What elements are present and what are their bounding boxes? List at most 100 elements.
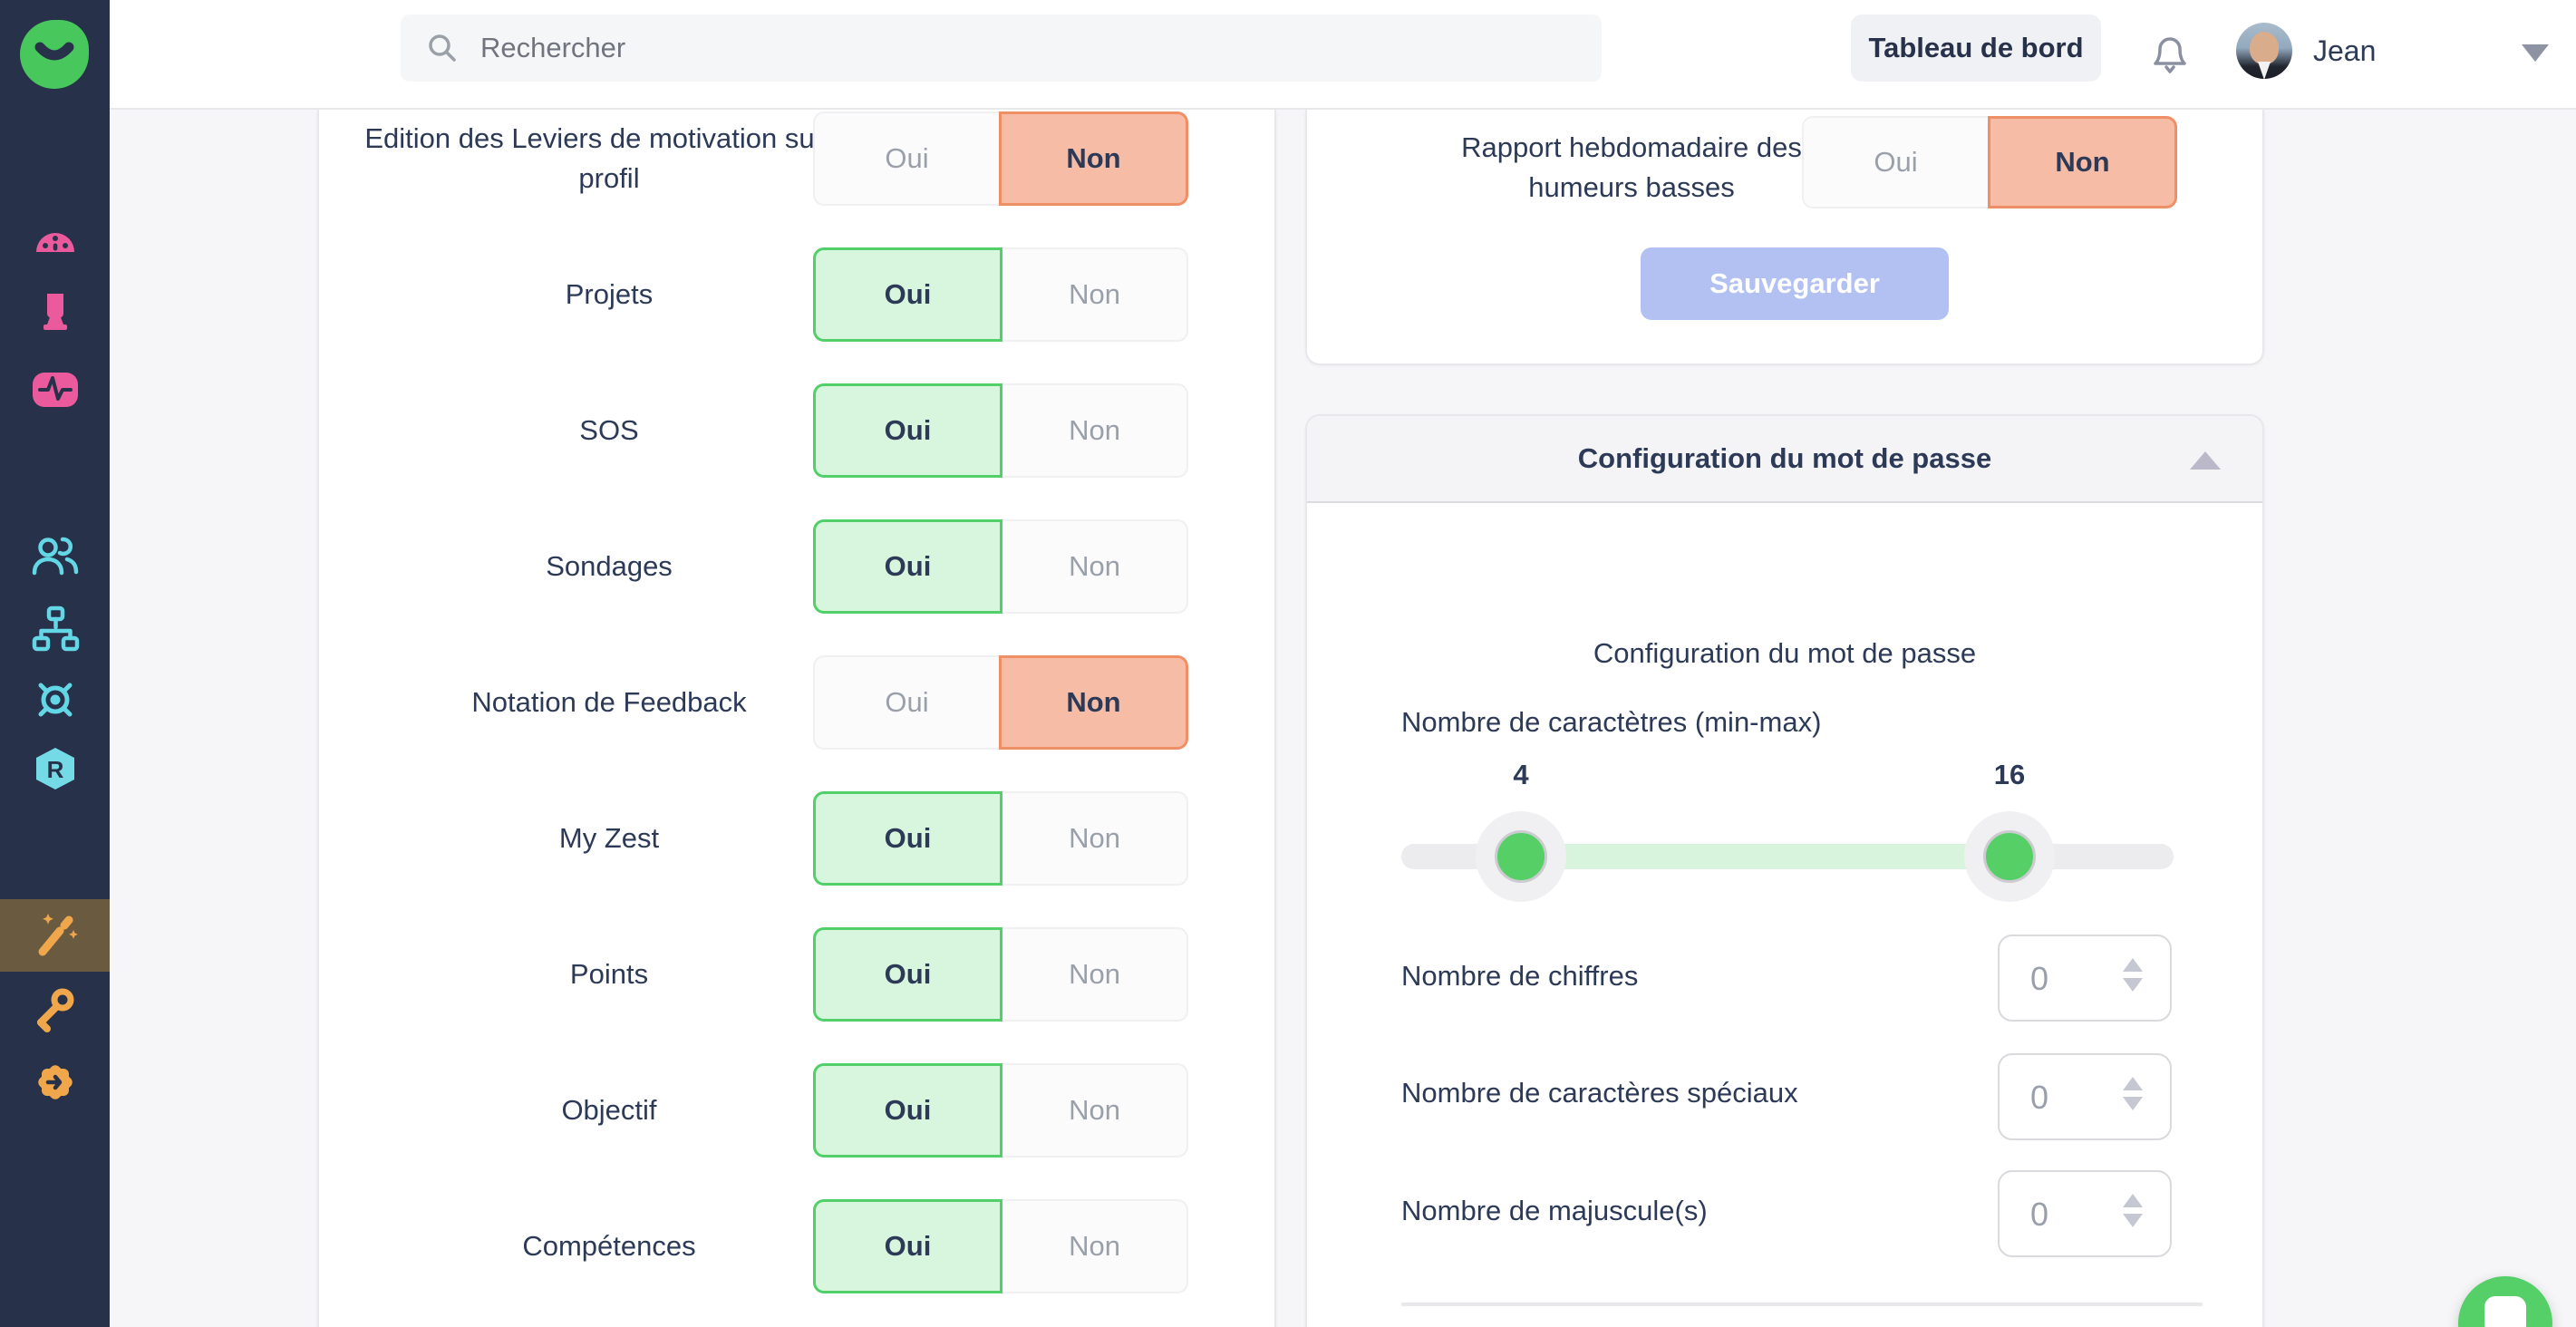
chat-widget-button[interactable]: [2458, 1276, 2552, 1327]
sidebar-item-activity[interactable]: [0, 363, 110, 416]
stepper-up-icon[interactable]: [2123, 1077, 2143, 1090]
toggle-non-button[interactable]: Non: [1002, 519, 1188, 614]
toggle-row-competences: Compétences Oui Non: [319, 1178, 1274, 1314]
stepper-down-icon[interactable]: [2123, 1097, 2143, 1110]
password-config-card: Configuration du mot de passe Configurat…: [1305, 414, 2264, 1327]
zest-logo: [20, 20, 89, 89]
toggle-oui-button[interactable]: Oui: [813, 247, 1002, 342]
toggle-row-projets: Projets Oui Non: [319, 227, 1274, 363]
sidebar-item-settings[interactable]: [0, 1056, 110, 1109]
stepper-up-icon[interactable]: [2123, 958, 2143, 972]
key-icon: [36, 988, 73, 1032]
toggle-row-objectif: Objectif Oui Non: [319, 1042, 1274, 1178]
slider-handle-min[interactable]: [1495, 830, 1547, 883]
oui-non-toggle: Oui Non: [813, 1063, 1188, 1157]
slider-handle-max[interactable]: [1983, 830, 2036, 883]
stepper-up-icon[interactable]: [2123, 1194, 2143, 1207]
avatar[interactable]: [2236, 23, 2292, 79]
special-chars-input[interactable]: 0: [1998, 1053, 2172, 1140]
char-range-label: Nombre de caractètres (min-max): [1401, 706, 1822, 738]
target-icon: [38, 683, 72, 717]
sidebar-item-team[interactable]: [0, 530, 110, 583]
user-name[interactable]: Jean: [2313, 34, 2377, 67]
toggle-non-button[interactable]: Non: [1002, 383, 1188, 478]
collapse-chevron-up-icon[interactable]: [2190, 451, 2221, 470]
toggle-non-button[interactable]: Non: [1002, 927, 1188, 1022]
password-section-title: Configuration du mot de passe: [1593, 637, 1977, 669]
uppercase-input[interactable]: 0: [1998, 1170, 2172, 1257]
row-label: Edition des Leviers de motivation sur le…: [364, 122, 854, 194]
toggle-non-button[interactable]: Non: [1002, 791, 1188, 886]
toggle-oui-button[interactable]: Oui: [813, 927, 1002, 1022]
toggle-oui-button[interactable]: Oui: [813, 519, 1002, 614]
toggle-oui-button[interactable]: Oui: [813, 1199, 1002, 1293]
oui-non-toggle: Oui Non: [813, 519, 1188, 614]
save-button[interactable]: Sauvegarder: [1641, 247, 1949, 320]
oui-non-toggle: Oui Non: [813, 791, 1188, 886]
number-stepper[interactable]: [2123, 1194, 2143, 1227]
rewards-hexagon-icon: R: [35, 748, 74, 789]
digits-input[interactable]: 0: [1998, 935, 2172, 1022]
range-slider-fill: [1521, 844, 2009, 869]
stepper-down-icon[interactable]: [2123, 1214, 2143, 1227]
uppercase-value: 0: [2030, 1196, 2049, 1233]
toggle-non-button[interactable]: Non: [1002, 1063, 1188, 1157]
sidebar-item-rewards[interactable]: R: [0, 744, 110, 797]
oui-non-toggle: Oui Non: [813, 383, 1188, 478]
toggle-oui-button[interactable]: Oui: [813, 791, 1002, 886]
magic-wand-icon: [38, 914, 78, 956]
row-label: Compétences: [522, 1230, 696, 1262]
row-label: Objectif: [561, 1094, 657, 1126]
sidebar-item-target[interactable]: [0, 673, 110, 726]
toggle-non-button[interactable]: Non: [1002, 1199, 1188, 1293]
chat-window-icon: [2484, 1296, 2526, 1327]
chevron-down-icon[interactable]: [2522, 44, 2549, 62]
toggle-non-button[interactable]: Non: [1002, 247, 1188, 342]
oui-non-toggle: Oui Non: [813, 927, 1188, 1022]
oui-non-toggle: Oui Non: [813, 655, 1188, 750]
dashboard-gauge-icon: [35, 233, 74, 252]
special-chars-value: 0: [2030, 1079, 2049, 1116]
search-box[interactable]: [401, 15, 1602, 82]
row-label: Points: [569, 958, 649, 990]
row-label: Projets: [565, 278, 654, 310]
toggle-non-button[interactable]: Non: [999, 111, 1188, 206]
oui-non-toggle: Oui Non: [1802, 116, 2177, 208]
svg-text:R: R: [46, 756, 63, 783]
uppercase-label: Nombre de majuscule(s): [1401, 1195, 1708, 1226]
top-bar: Tableau de bord Jean: [0, 0, 2576, 110]
stepper-down-icon[interactable]: [2123, 978, 2143, 992]
toggle-row-sondages: Sondages Oui Non: [319, 499, 1274, 634]
search-input[interactable]: [480, 32, 1477, 64]
oui-non-toggle: Oui Non: [813, 1199, 1188, 1293]
report-row-label: Rapport hebdomadaire des humeurs basses: [1461, 131, 1802, 203]
digits-label: Nombre de chiffres: [1401, 960, 1639, 992]
sidebar-item-dashboard[interactable]: [0, 217, 110, 269]
password-card-header[interactable]: Configuration du mot de passe: [1307, 416, 2262, 503]
toggle-non-button[interactable]: Non: [999, 655, 1188, 750]
toggle-oui-button[interactable]: Oui: [813, 1063, 1002, 1157]
toggle-oui-button[interactable]: Oui: [1802, 116, 1988, 208]
toggle-non-button[interactable]: Non: [1988, 116, 2177, 208]
toggle-oui-button[interactable]: Oui: [813, 383, 1002, 478]
org-chart-icon: [32, 605, 79, 652]
team-icon: [32, 537, 78, 576]
search-icon: [429, 34, 456, 62]
sidebar-item-customization[interactable]: [0, 909, 110, 962]
notification-bell-icon[interactable]: [2148, 27, 2192, 76]
digits-value: 0: [2030, 960, 2049, 997]
slider-max-value: 16: [1993, 759, 2026, 790]
toggle-oui-button[interactable]: Oui: [813, 655, 999, 750]
number-stepper[interactable]: [2123, 1077, 2143, 1110]
sidebar-item-trophy[interactable]: [0, 287, 110, 340]
features-panel: Edition des Leviers de motivation sur le…: [317, 110, 1276, 1327]
dashboard-button[interactable]: Tableau de bord: [1851, 15, 2101, 82]
toggle-row-leviers: Edition des Leviers de motivation sur le…: [319, 91, 1274, 227]
toggle-row-sos: SOS Oui Non: [319, 363, 1274, 499]
toggle-row-points: Points Oui Non: [319, 906, 1274, 1042]
number-stepper[interactable]: [2123, 958, 2143, 992]
toggle-row-myzest: My Zest Oui Non: [319, 770, 1274, 906]
sidebar-item-access-key[interactable]: [0, 983, 110, 1036]
toggle-oui-button[interactable]: Oui: [813, 111, 999, 206]
sidebar-item-org-chart[interactable]: [0, 603, 110, 655]
